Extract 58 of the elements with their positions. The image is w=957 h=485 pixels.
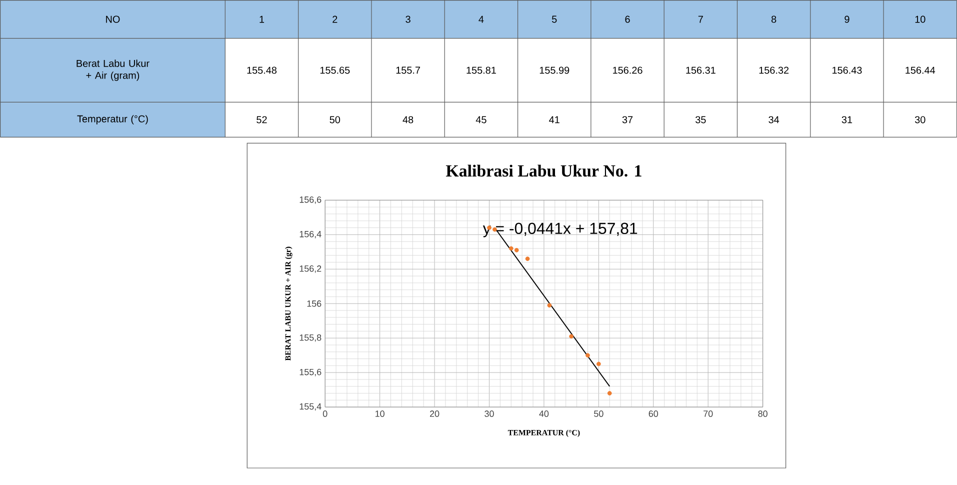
x-tick-label: 60 [648, 410, 658, 417]
text: 41 [549, 116, 560, 124]
point [525, 256, 530, 261]
y-tick-label: 156,4 [300, 230, 322, 238]
x-tick-label: 80 [758, 410, 768, 417]
text: 155.7 [396, 66, 420, 74]
text: NO [106, 16, 120, 23]
text: 52 [256, 116, 267, 124]
y-tick-label: 156 [307, 300, 322, 307]
x-tick-label: 40 [539, 410, 549, 417]
text: 156.32 [759, 66, 789, 74]
text: 35 [696, 116, 706, 124]
text: 6 [625, 16, 630, 23]
x-tick-label: 30 [484, 410, 494, 417]
chart-title: Kalibrasi Labu Ukur No. 1 [446, 164, 642, 177]
x-tick-label: 20 [430, 410, 440, 417]
text: 156.43 [832, 66, 862, 74]
x-tick-label: 0 [322, 410, 328, 417]
text: 45 [476, 116, 486, 124]
text: 8 [771, 16, 776, 23]
text: 155.48 [247, 66, 277, 74]
text: 4 [478, 16, 484, 23]
y-tick-label: 155,6 [300, 368, 322, 376]
text: 3 [406, 16, 410, 23]
x-tick-label: 10 [376, 410, 384, 417]
text: 156.31 [686, 66, 716, 74]
text: Berat Labu Ukur + Air (gram) [76, 60, 150, 81]
text: 155.65 [320, 66, 350, 74]
text: 31 [842, 116, 852, 124]
point [586, 353, 590, 358]
point [607, 391, 612, 396]
text: 155.99 [540, 66, 570, 74]
point [596, 362, 601, 366]
text: 37 [622, 116, 633, 124]
y-tick-label: 155,4 [300, 403, 322, 411]
text: 5 [552, 16, 557, 23]
text: Temperatur (°C) [77, 115, 148, 124]
text: 155.81 [466, 66, 496, 74]
text: 9 [844, 16, 850, 23]
text: 30 [914, 116, 926, 124]
text: 156.44 [906, 66, 936, 74]
y-tick-label: 156,6 [300, 196, 322, 204]
point [508, 246, 514, 251]
text: 156.26 [613, 66, 642, 74]
x-tick-label: 50 [594, 410, 604, 417]
y-tick-label: 156,2 [300, 265, 322, 273]
x-tick-label: 70 [704, 410, 713, 417]
text: 2 [332, 16, 338, 23]
point [547, 303, 552, 308]
text: 48 [402, 116, 414, 124]
point [514, 248, 519, 252]
text: 50 [330, 116, 340, 124]
text: 34 [768, 116, 780, 124]
point [569, 334, 574, 339]
text: 7 [698, 16, 703, 23]
text: 10 [915, 16, 926, 23]
y-tick-label: 155,8 [300, 334, 322, 342]
text: 1 [260, 16, 264, 23]
